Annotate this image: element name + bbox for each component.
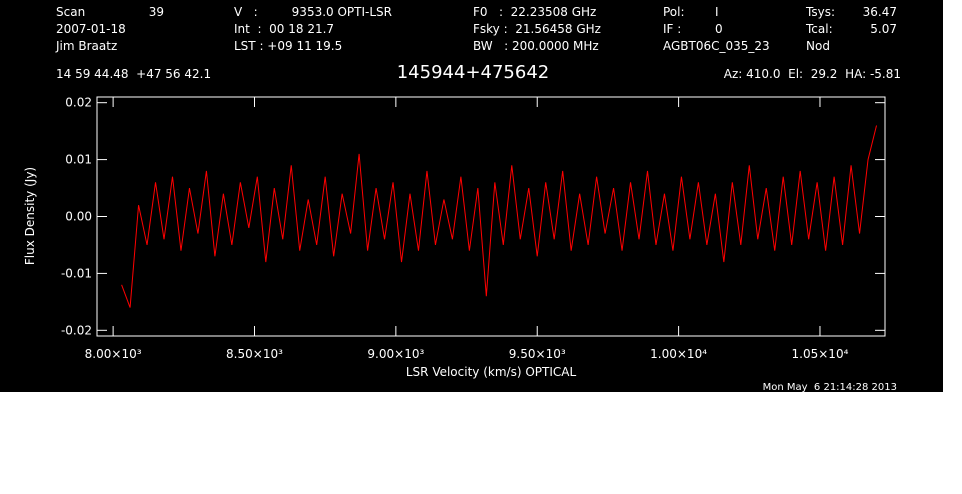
header-text: 9353.0 OPTI-LSR: [292, 5, 392, 19]
header-text: F0 : 22.23508 GHz: [473, 5, 596, 19]
source-title: 145944+475642: [397, 62, 550, 83]
y-tick-label: -0.02: [61, 323, 92, 337]
x-tick-label: 8.50×10³: [226, 347, 283, 361]
header-text: Fsky : 21.56458 GHz: [473, 22, 601, 36]
y-tick-label: 0.02: [65, 96, 92, 110]
header-text: BW : 200.0000 MHz: [473, 39, 599, 53]
y-tick-label: 0.01: [65, 153, 92, 167]
x-axis-label: LSR Velocity (km/s) OPTICAL: [406, 365, 577, 379]
header-text: 2007-01-18: [56, 22, 126, 36]
y-axis-label: Flux Density (Jy): [23, 167, 37, 265]
header-text: 36.47: [863, 5, 897, 19]
header-text: Nod: [806, 39, 830, 53]
header-text: 5.07: [870, 22, 897, 36]
header-text: Jim Braatz: [55, 39, 117, 53]
timestamp: Mon May 6 21:14:28 2013: [763, 382, 897, 393]
header-text: Tsys:: [805, 5, 835, 19]
x-tick-label: 9.00×10³: [367, 347, 424, 361]
plot-frame: [96, 96, 886, 337]
plot-background: [0, 0, 943, 392]
header-text: Az: 410.0 El: 29.2 HA: -5.81: [724, 67, 901, 81]
header-text: V :: [234, 5, 258, 19]
y-tick-label: -0.01: [61, 266, 92, 280]
header-text: 14 59 44.48 +47 56 42.1: [56, 67, 211, 81]
x-tick-label: 9.50×10³: [509, 347, 566, 361]
header-text: 39: [149, 5, 164, 19]
header-text: Tcal:: [805, 22, 833, 36]
spectrum-line: [121, 125, 878, 308]
header-text: Int : 00 18 21.7: [234, 22, 334, 36]
header-text: IF :: [663, 22, 681, 36]
header-text: 0: [715, 22, 723, 36]
header-text: Scan: [56, 5, 85, 19]
header-text: I: [715, 5, 719, 19]
x-tick-label: 1.00×10⁴: [650, 347, 707, 361]
header-text: AGBT06C_035_23: [663, 39, 770, 53]
header-text: LST : +09 11 19.5: [234, 39, 342, 53]
header-text: Pol:: [663, 5, 685, 19]
x-tick-label: 8.00×10³: [85, 347, 142, 361]
x-tick-label: 1.05×10⁴: [792, 347, 849, 361]
y-tick-label: 0.00: [65, 210, 92, 224]
